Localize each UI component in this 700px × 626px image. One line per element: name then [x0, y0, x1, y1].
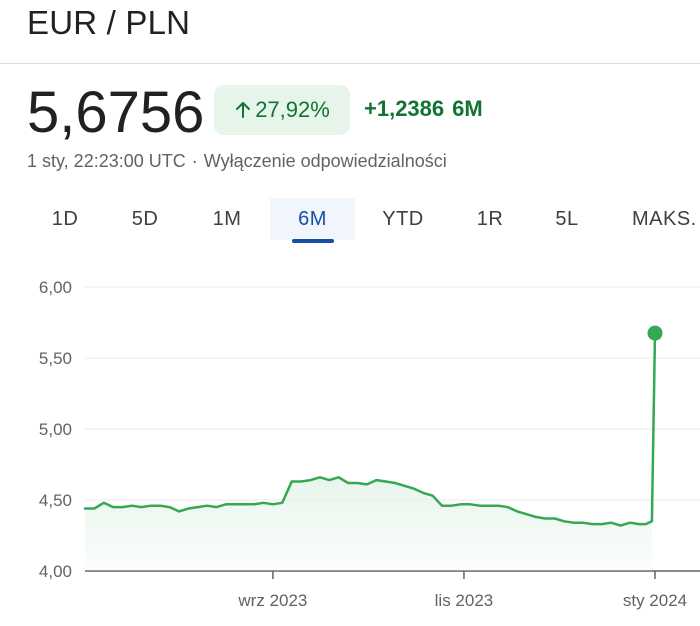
arrow-up-icon [236, 102, 251, 118]
change-period-label: 6M [452, 96, 483, 121]
tab-1m[interactable]: 1M [212, 207, 242, 230]
y-tick-label: 4,50 [39, 491, 72, 510]
y-tick-label: 5,50 [39, 349, 72, 368]
tab-5l[interactable]: 5L [555, 207, 579, 230]
price-area-fill [85, 477, 652, 571]
tab-6m[interactable]: 6M [270, 198, 355, 240]
header-divider [0, 63, 700, 64]
tab-1r[interactable]: 1R [476, 207, 504, 230]
current-price: 5,6756 [27, 80, 205, 145]
percent-change-value: 27,92% [255, 97, 330, 122]
x-tick-label: wrz 2023 [237, 591, 307, 610]
price-chart[interactable]: 6,00 5,50 5,00 4,50 4,00 wrz 2023 lis 2023 sty … [0, 260, 700, 626]
percent-change-badge: 27,92% [214, 85, 350, 135]
x-tick-label: lis 2023 [435, 591, 494, 610]
range-tabs: 1D 5D 1M 6M YTD 1R 5L MAKS. [0, 198, 700, 244]
y-tick-label: 5,00 [39, 420, 72, 439]
tab-maks[interactable]: MAKS. [632, 207, 697, 230]
quote-timestamp: 1 sty, 22:23:00 UTC [27, 151, 186, 171]
y-tick-label: 6,00 [39, 278, 72, 297]
tab-1d[interactable]: 1D [51, 207, 79, 230]
absolute-change: +1,2386 6M [364, 96, 491, 122]
currency-pair-title: EUR / PLN [27, 4, 191, 41]
tab-ytd[interactable]: YTD [382, 207, 424, 230]
latest-point-marker [647, 325, 663, 341]
absolute-change-value: +1,2386 [364, 96, 445, 121]
x-tick-label: sty 2024 [623, 591, 687, 610]
quote-meta: 1 sty, 22:23:00 UTC · Wyłączenie odpowiedz… [27, 151, 447, 172]
disclaimer-link[interactable]: Wyłączenie odpowiedzialności [203, 151, 447, 171]
y-tick-label: 4,00 [39, 562, 72, 581]
tab-5d[interactable]: 5D [131, 207, 159, 230]
price-series-line [83, 331, 657, 527]
meta-separator: · [191, 151, 198, 171]
